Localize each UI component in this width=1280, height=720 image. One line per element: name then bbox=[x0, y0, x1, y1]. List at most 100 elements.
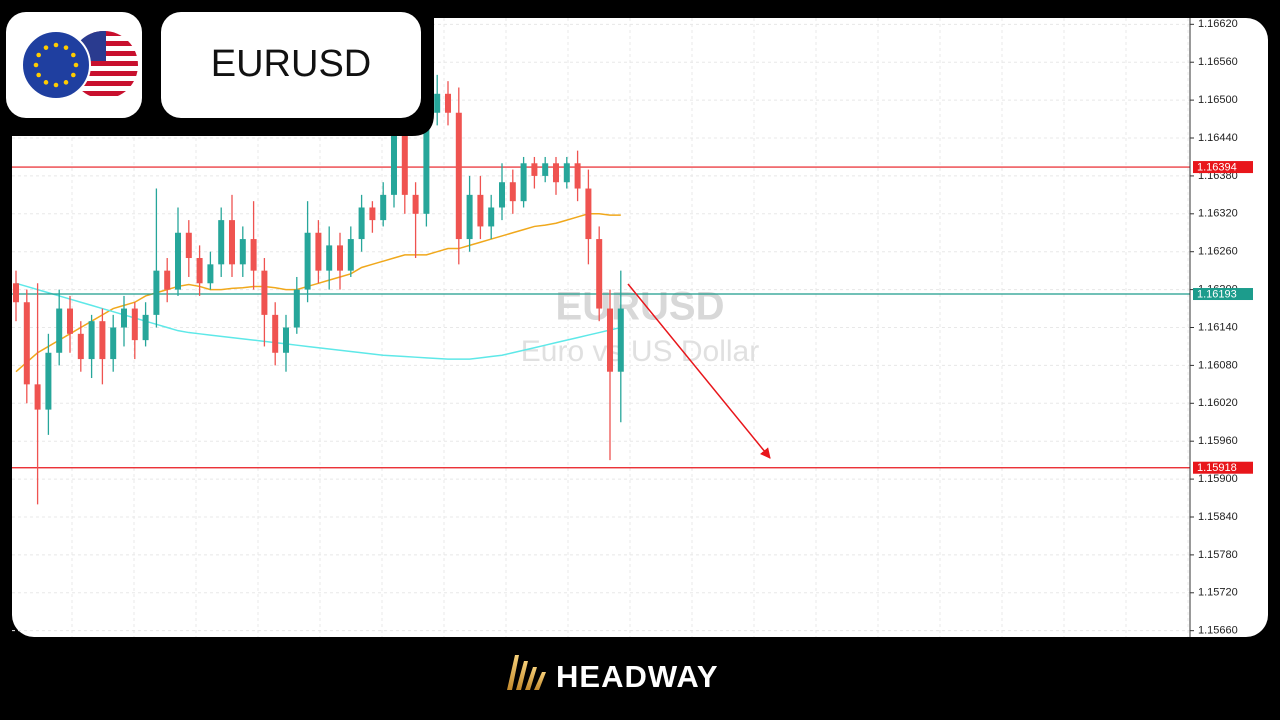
symbol-title: EURUSD bbox=[211, 43, 371, 85]
candle-body bbox=[553, 163, 559, 183]
candle-body bbox=[142, 314, 149, 341]
candle-body bbox=[585, 188, 592, 240]
y-tick-label: 1.16440 bbox=[1198, 132, 1238, 144]
price-level-tag bbox=[1193, 161, 1253, 174]
candle-body bbox=[164, 270, 171, 290]
candle-body bbox=[131, 308, 138, 341]
candle-body bbox=[326, 245, 333, 271]
y-tick-label: 1.16080 bbox=[1198, 359, 1238, 371]
candle-body bbox=[509, 182, 516, 202]
candle-body bbox=[596, 239, 603, 309]
y-tick-label: 1.15960 bbox=[1198, 435, 1238, 447]
y-tick-label: 1.16320 bbox=[1198, 208, 1238, 220]
eu-star bbox=[36, 52, 41, 58]
y-tick-label: 1.16020 bbox=[1198, 397, 1238, 409]
title-card bbox=[161, 12, 421, 118]
candle-body bbox=[293, 289, 300, 328]
candle-body bbox=[207, 264, 214, 284]
candle-body bbox=[13, 283, 19, 303]
candle-body bbox=[380, 194, 387, 221]
candle-body bbox=[121, 308, 127, 328]
candle-body bbox=[250, 239, 257, 271]
eu-star bbox=[33, 62, 39, 68]
candle-body bbox=[347, 239, 354, 271]
candle-body bbox=[304, 232, 311, 290]
candle-body bbox=[218, 220, 225, 265]
eu-star bbox=[36, 72, 41, 78]
y-tick-label: 1.15720 bbox=[1198, 587, 1238, 599]
y-tick-label: 1.16560 bbox=[1198, 56, 1238, 68]
price-level-label: 1.15918 bbox=[1197, 462, 1237, 474]
y-tick-label: 1.16620 bbox=[1198, 18, 1238, 30]
candle-body bbox=[531, 163, 538, 176]
candle-body bbox=[499, 182, 505, 208]
candle-body bbox=[477, 194, 484, 227]
candle-body bbox=[56, 308, 63, 353]
eu-star bbox=[63, 45, 69, 50]
y-tick-label: 1.15660 bbox=[1198, 625, 1238, 637]
y-tick-label: 1.16140 bbox=[1198, 321, 1238, 333]
candle-body bbox=[67, 308, 73, 334]
candle-body bbox=[542, 163, 549, 176]
eu-flag bbox=[21, 30, 91, 100]
candle-body bbox=[175, 232, 181, 290]
price-level-tag bbox=[1193, 288, 1253, 301]
candle-body bbox=[315, 232, 322, 271]
candle-body bbox=[391, 131, 397, 195]
price-level-label: 1.16394 bbox=[1197, 161, 1237, 173]
price-level-tag bbox=[1193, 461, 1253, 474]
eu-star bbox=[71, 52, 76, 58]
candle-body bbox=[153, 270, 160, 315]
candle-body bbox=[358, 207, 365, 240]
moving-average bbox=[15, 282, 621, 360]
eu-star bbox=[53, 42, 59, 48]
brand-logo bbox=[507, 655, 546, 690]
candle-body bbox=[412, 194, 419, 214]
candle-body bbox=[445, 93, 451, 113]
chart-panel bbox=[12, 18, 1268, 637]
watermark-description: Euro vs US Dollar bbox=[521, 335, 759, 368]
candle-body bbox=[520, 163, 527, 202]
candle-body bbox=[99, 321, 106, 360]
candle-body bbox=[261, 270, 268, 315]
candle-body bbox=[229, 220, 235, 265]
eu-star bbox=[43, 45, 49, 50]
y-tick-label: 1.15840 bbox=[1198, 511, 1238, 523]
flags bbox=[21, 30, 138, 100]
y-tick-label: 1.15900 bbox=[1198, 473, 1238, 485]
candle-body bbox=[23, 302, 30, 385]
candle-body bbox=[110, 327, 117, 360]
trend-arrow bbox=[627, 283, 771, 459]
moving-average bbox=[15, 213, 621, 373]
eu-star bbox=[73, 62, 79, 68]
candle-body bbox=[574, 163, 581, 189]
y-tick-label: 1.15780 bbox=[1198, 549, 1238, 561]
candle-body bbox=[466, 194, 473, 240]
brand-name: HEADWAY bbox=[556, 659, 719, 694]
candle-body bbox=[34, 384, 41, 410]
candle-body bbox=[423, 112, 430, 214]
candle-body bbox=[488, 207, 495, 227]
eu-star bbox=[71, 72, 76, 78]
candle-body bbox=[455, 112, 462, 240]
y-tick-label: 1.16500 bbox=[1198, 94, 1238, 106]
candle-body bbox=[239, 239, 246, 265]
candle-body bbox=[607, 308, 613, 372]
eu-star bbox=[43, 80, 49, 85]
candle-body bbox=[337, 245, 343, 271]
y-tick-label: 1.16260 bbox=[1198, 246, 1238, 258]
price-level-label: 1.16193 bbox=[1197, 288, 1237, 300]
candle-body bbox=[563, 163, 570, 183]
candle-body bbox=[185, 232, 192, 259]
candle-body bbox=[283, 327, 289, 353]
candle-body bbox=[45, 352, 52, 410]
candle-body bbox=[369, 207, 376, 221]
candle-body bbox=[401, 131, 408, 195]
eu-star bbox=[63, 80, 69, 85]
candle-body bbox=[434, 93, 441, 113]
candle-body bbox=[272, 314, 279, 353]
candle-body bbox=[88, 321, 95, 360]
candle-body bbox=[77, 333, 84, 360]
candle-body bbox=[617, 308, 624, 372]
